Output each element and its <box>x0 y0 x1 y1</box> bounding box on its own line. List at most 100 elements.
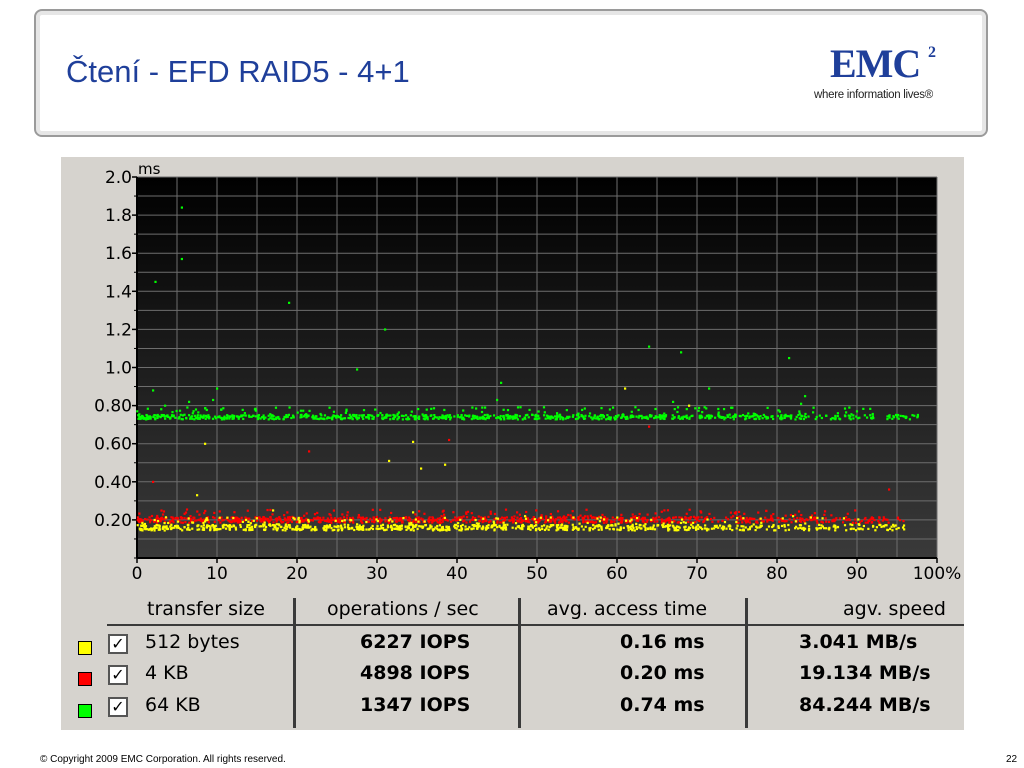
series-point <box>545 520 548 523</box>
series-point <box>631 523 634 526</box>
series-point <box>783 523 786 527</box>
series-point <box>213 415 217 418</box>
series-point <box>418 415 421 418</box>
series-point <box>383 528 387 532</box>
series-point <box>405 528 408 531</box>
series-point <box>680 516 683 520</box>
series-point <box>239 520 242 523</box>
series-point <box>408 523 411 527</box>
series-point <box>516 406 520 409</box>
series-point <box>691 525 694 528</box>
series-point <box>522 519 525 522</box>
series-point <box>374 408 377 411</box>
series-point <box>327 526 330 529</box>
series-point <box>262 414 265 417</box>
series-point <box>819 527 823 530</box>
series-point <box>211 516 215 519</box>
series-point <box>551 515 554 518</box>
series-point <box>703 406 706 409</box>
series-point <box>394 516 397 520</box>
series-point <box>694 520 697 524</box>
series-outlier <box>444 463 447 466</box>
series-point <box>539 516 542 519</box>
series-point <box>701 411 704 414</box>
series-point <box>864 516 867 520</box>
series-point <box>827 520 831 524</box>
series-point <box>354 415 357 418</box>
series-checkbox[interactable]: ✓ <box>108 697 128 717</box>
series-point <box>219 521 222 524</box>
series-point <box>629 416 632 419</box>
series-point <box>211 417 215 420</box>
series-point <box>713 524 716 528</box>
series-point <box>855 415 858 418</box>
series-point <box>339 517 342 520</box>
series-point <box>194 408 198 411</box>
series-point <box>703 518 707 521</box>
series-point <box>616 516 619 519</box>
series-point <box>661 525 665 529</box>
series-point <box>658 416 661 419</box>
logo-tagline: where information lives® <box>814 89 933 101</box>
series-point <box>740 525 743 528</box>
series-point <box>806 518 809 522</box>
series-point <box>198 417 201 420</box>
series-outlier <box>448 438 451 442</box>
series-point <box>815 415 818 419</box>
series-point <box>758 417 761 421</box>
series-checkbox[interactable]: ✓ <box>108 665 128 685</box>
series-outlier <box>180 257 183 261</box>
series-point <box>232 516 235 520</box>
series-point <box>428 527 431 530</box>
series-point <box>755 520 758 523</box>
series-point <box>249 526 252 529</box>
series-point <box>295 520 298 524</box>
series-point <box>524 516 528 519</box>
series-point <box>520 527 523 530</box>
series-point <box>183 512 186 515</box>
series-point <box>653 520 656 523</box>
series-point <box>161 513 165 516</box>
series-point <box>812 406 815 409</box>
series-point <box>660 521 663 524</box>
series-point <box>842 517 846 520</box>
series-point <box>159 416 162 419</box>
series-point <box>834 529 837 532</box>
series-point <box>896 413 900 417</box>
series-point <box>799 524 803 527</box>
series-checkbox[interactable]: ✓ <box>108 634 128 654</box>
series-point <box>260 525 263 528</box>
series-point <box>222 518 225 522</box>
series-point <box>852 527 855 530</box>
series-point <box>175 524 178 527</box>
series-point <box>659 417 662 421</box>
series-point <box>627 520 630 523</box>
series-point <box>302 524 305 527</box>
series-point <box>643 517 647 520</box>
series-point <box>151 527 155 530</box>
series-point <box>213 525 216 528</box>
series-point <box>584 525 587 528</box>
series-point <box>499 517 502 520</box>
cell-transfer-size: 64 KB <box>145 694 201 716</box>
series-outlier <box>152 480 155 483</box>
series-point <box>474 516 477 520</box>
series-point <box>824 517 827 520</box>
cell-access-time: 0.16 ms <box>620 631 705 653</box>
series-point <box>365 416 368 419</box>
series-point <box>269 524 272 527</box>
cell-access-time: 0.74 ms <box>620 694 705 716</box>
series-point <box>202 416 205 419</box>
header-transfer-size: transfer size <box>147 598 265 620</box>
series-point <box>196 417 199 420</box>
series-point <box>325 529 328 532</box>
series-point <box>848 518 851 522</box>
series-point <box>630 415 634 418</box>
series-point <box>660 518 663 521</box>
series-point <box>666 525 669 529</box>
series-point <box>220 516 223 519</box>
series-point <box>581 408 584 412</box>
series-point <box>717 407 720 411</box>
series-point <box>760 524 763 527</box>
series-point <box>588 415 591 418</box>
